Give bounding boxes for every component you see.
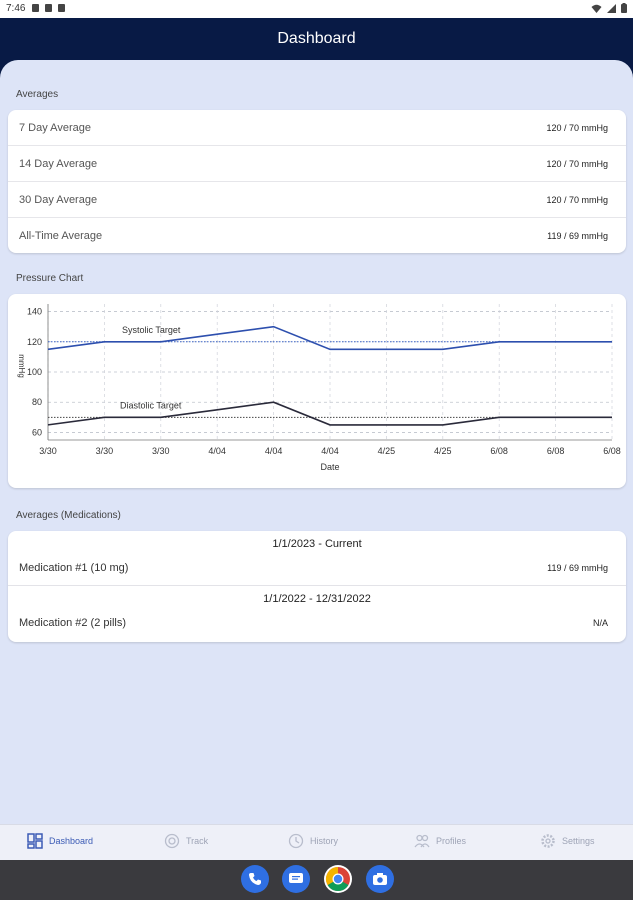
phone-icon <box>249 873 261 885</box>
profiles-icon <box>414 834 430 848</box>
average-row-30-day: 30 Day Average 120 / 70 mmHg <box>8 182 626 218</box>
nav-history[interactable]: History <box>288 833 338 849</box>
nav-label: Profiles <box>436 836 467 846</box>
dashboard-content[interactable]: Averages 7 Day Average 120 / 70 mmHg 14 … <box>0 60 633 824</box>
average-label: 14 Day Average <box>19 158 98 170</box>
averages-card: 7 Day Average 120 / 70 mmHg 14 Day Avera… <box>8 110 626 253</box>
average-value: 120 / 70 mmHg <box>546 159 608 169</box>
wifi-icon <box>591 4 602 13</box>
messages-icon <box>289 873 303 883</box>
y-tick-label: 140 <box>27 307 42 317</box>
x-tick-label: 3/30 <box>152 446 170 456</box>
medication-average: 119 / 69 mmHg <box>547 563 608 573</box>
system-dock <box>0 860 633 900</box>
chrome-icon <box>325 867 350 892</box>
average-value: 119 / 69 mmHg <box>547 231 608 241</box>
medications-card: 1/1/2023 - Current Medication #1 (10 mg)… <box>8 531 626 642</box>
x-tick-label: 6/08 <box>490 446 508 456</box>
medication-period: 1/1/2022 - 12/31/2022 <box>263 593 371 605</box>
storage-icon <box>58 4 65 12</box>
average-label: 30 Day Average <box>19 194 98 206</box>
average-row-7-day: 7 Day Average 120 / 70 mmHg <box>8 110 626 146</box>
history-icon <box>288 833 304 849</box>
y-tick-label: 80 <box>32 397 42 407</box>
status-bar: 7:46 <box>0 0 633 18</box>
phone-app-button[interactable] <box>241 865 269 893</box>
notification-icons <box>32 4 65 12</box>
medication-name: Medication #2 (2 pills) <box>19 617 126 629</box>
medication-row: Medication #2 (2 pills) N/A <box>8 611 626 639</box>
x-tick-label: 3/30 <box>39 446 57 456</box>
y-tick-label: 100 <box>27 367 42 377</box>
page-title: Dashboard <box>277 30 356 47</box>
average-label: All-Time Average <box>19 230 103 242</box>
camera-icon <box>373 873 387 885</box>
messages-app-button[interactable] <box>282 865 310 893</box>
x-tick-label: 4/25 <box>378 446 396 456</box>
x-tick-label: 4/04 <box>208 446 226 456</box>
average-label: 7 Day Average <box>19 122 91 134</box>
bottom-navigation: Dashboard Track History Profiles Setting… <box>0 824 633 861</box>
medication-divider <box>8 585 626 586</box>
dashboard-icon <box>27 833 43 849</box>
diastolic-series-line <box>47 401 612 426</box>
x-tick-label: 3/30 <box>96 446 114 456</box>
nav-settings[interactable]: Settings <box>540 833 595 849</box>
nav-label: Dashboard <box>49 836 94 846</box>
track-icon <box>164 833 180 849</box>
systolic-series-line <box>47 325 612 351</box>
x-tick-label: 4/25 <box>434 446 452 456</box>
medication-name: Medication #1 (10 mg) <box>19 562 129 574</box>
camera-app-button[interactable] <box>366 865 394 893</box>
nav-dashboard[interactable]: Dashboard <box>27 833 93 849</box>
battery-icon <box>621 3 627 13</box>
average-row-14-day: 14 Day Average 120 / 70 mmHg <box>8 146 626 182</box>
x-tick-label: 6/08 <box>603 446 621 456</box>
notification-icon <box>32 4 39 12</box>
medication-row: Medication #1 (10 mg) 119 / 69 mmHg <box>8 556 626 584</box>
x-tick-label: 4/04 <box>321 446 339 456</box>
average-row-all-time: All-Time Average 119 / 69 mmHg <box>8 218 626 253</box>
medications-heading: Averages (Medications) <box>16 510 121 521</box>
y-axis-label: mmHg <box>17 354 26 378</box>
chrome-app-button[interactable] <box>324 865 352 893</box>
x-tick-label: 4/04 <box>265 446 283 456</box>
nav-label: Settings <box>562 836 595 846</box>
medication-period: 1/1/2023 - Current <box>272 538 362 550</box>
x-axis-label: Date <box>320 462 339 472</box>
x-tick-label: 6/08 <box>547 446 565 456</box>
pressure-chart-card: 60 80 100 120 140 3/30 3/30 3/30 4/04 4/04 4/04 4/2… <box>8 294 626 488</box>
signal-icon <box>607 3 616 13</box>
y-tick-label: 120 <box>27 337 42 347</box>
systolic-target-label: Systolic Target <box>122 325 181 335</box>
averages-heading: Averages <box>16 89 59 100</box>
nav-label: Track <box>186 836 209 846</box>
average-value: 120 / 70 mmHg <box>546 195 608 205</box>
pressure-chart-heading: Pressure Chart <box>16 273 84 284</box>
nav-label: History <box>310 836 339 846</box>
nav-profiles[interactable]: Profiles <box>414 833 466 849</box>
y-tick-label: 60 <box>32 427 42 437</box>
sim-icon <box>45 4 52 12</box>
status-time: 7:46 <box>6 3 26 14</box>
medication-average: N/A <box>592 618 608 628</box>
nav-track[interactable]: Track <box>164 833 208 849</box>
pressure-chart: 60 80 100 120 140 3/30 3/30 3/30 4/04 4/04 4/04 4/2… <box>17 304 621 472</box>
settings-icon <box>541 834 555 848</box>
system-icons <box>591 3 627 13</box>
diastolic-target-label: Diastolic Target <box>120 400 182 410</box>
average-value: 120 / 70 mmHg <box>546 123 608 133</box>
